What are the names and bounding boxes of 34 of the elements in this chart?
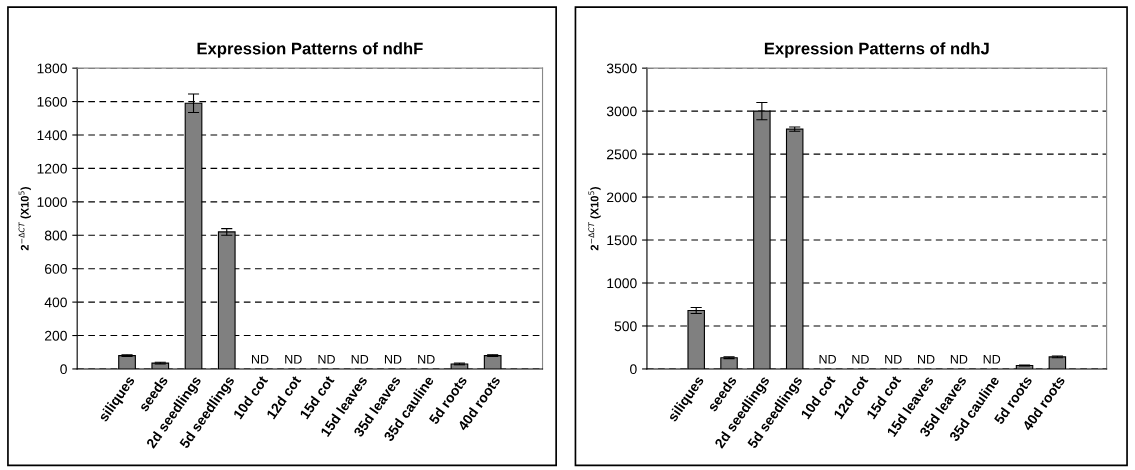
y-tick-label: 400 (44, 297, 67, 308)
annotation: ND (852, 354, 869, 364)
annotation: ND (885, 354, 902, 364)
annotation: ND (251, 354, 269, 364)
y-axis-title: 2$^{−ΔCT}$ (X10$^{5}$) (18, 187, 31, 251)
annotation: ND (819, 354, 836, 364)
y-axis-title: 2$^{−ΔCT}$ (X10$^{5}$) (588, 187, 601, 251)
annotation: ND (950, 354, 968, 364)
y-tick-label: 3500 (606, 63, 637, 74)
y-tick-label: 0 (60, 364, 67, 375)
y-tick-label: 1800 (37, 63, 67, 74)
chart-title: Expression Patterns of ndhF (197, 42, 423, 58)
chart-title: Expression Patterns of ndhJ (764, 42, 989, 58)
y-tick-label: 3000 (606, 106, 637, 117)
y-tick-label: 1600 (37, 96, 67, 107)
annotation: ND (918, 354, 935, 364)
annotation: ND (384, 354, 402, 364)
y-tick-label: 1400 (37, 130, 67, 141)
y-tick-label: 1000 (37, 197, 67, 208)
y-tick-label: 1500 (607, 235, 637, 246)
y-tick-label: 600 (44, 264, 67, 274)
y-tick-label: 1200 (37, 163, 67, 174)
annotation: ND (983, 354, 1001, 364)
y-tick-label: 200 (44, 330, 67, 341)
annotation: ND (351, 354, 369, 364)
y-tick-label: 1000 (607, 278, 637, 289)
annotation: ND (418, 354, 435, 364)
y-tick-label: 0 (630, 364, 637, 375)
y-tick-label: 2500 (607, 149, 637, 160)
annotation: ND (285, 354, 302, 364)
y-tick-label: 800 (44, 230, 67, 241)
y-tick-label: 2000 (607, 192, 637, 203)
annotation: ND (318, 354, 335, 364)
y-tick-label: 500 (614, 321, 637, 332)
